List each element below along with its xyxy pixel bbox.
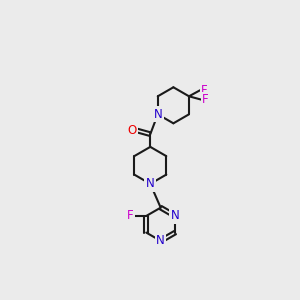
Text: N: N [156,234,165,248]
Text: N: N [171,209,179,222]
Text: F: F [202,93,209,106]
Text: O: O [127,124,136,137]
Text: N: N [153,108,162,121]
Text: F: F [201,84,208,97]
Text: N: N [146,177,155,190]
Text: F: F [127,209,134,222]
